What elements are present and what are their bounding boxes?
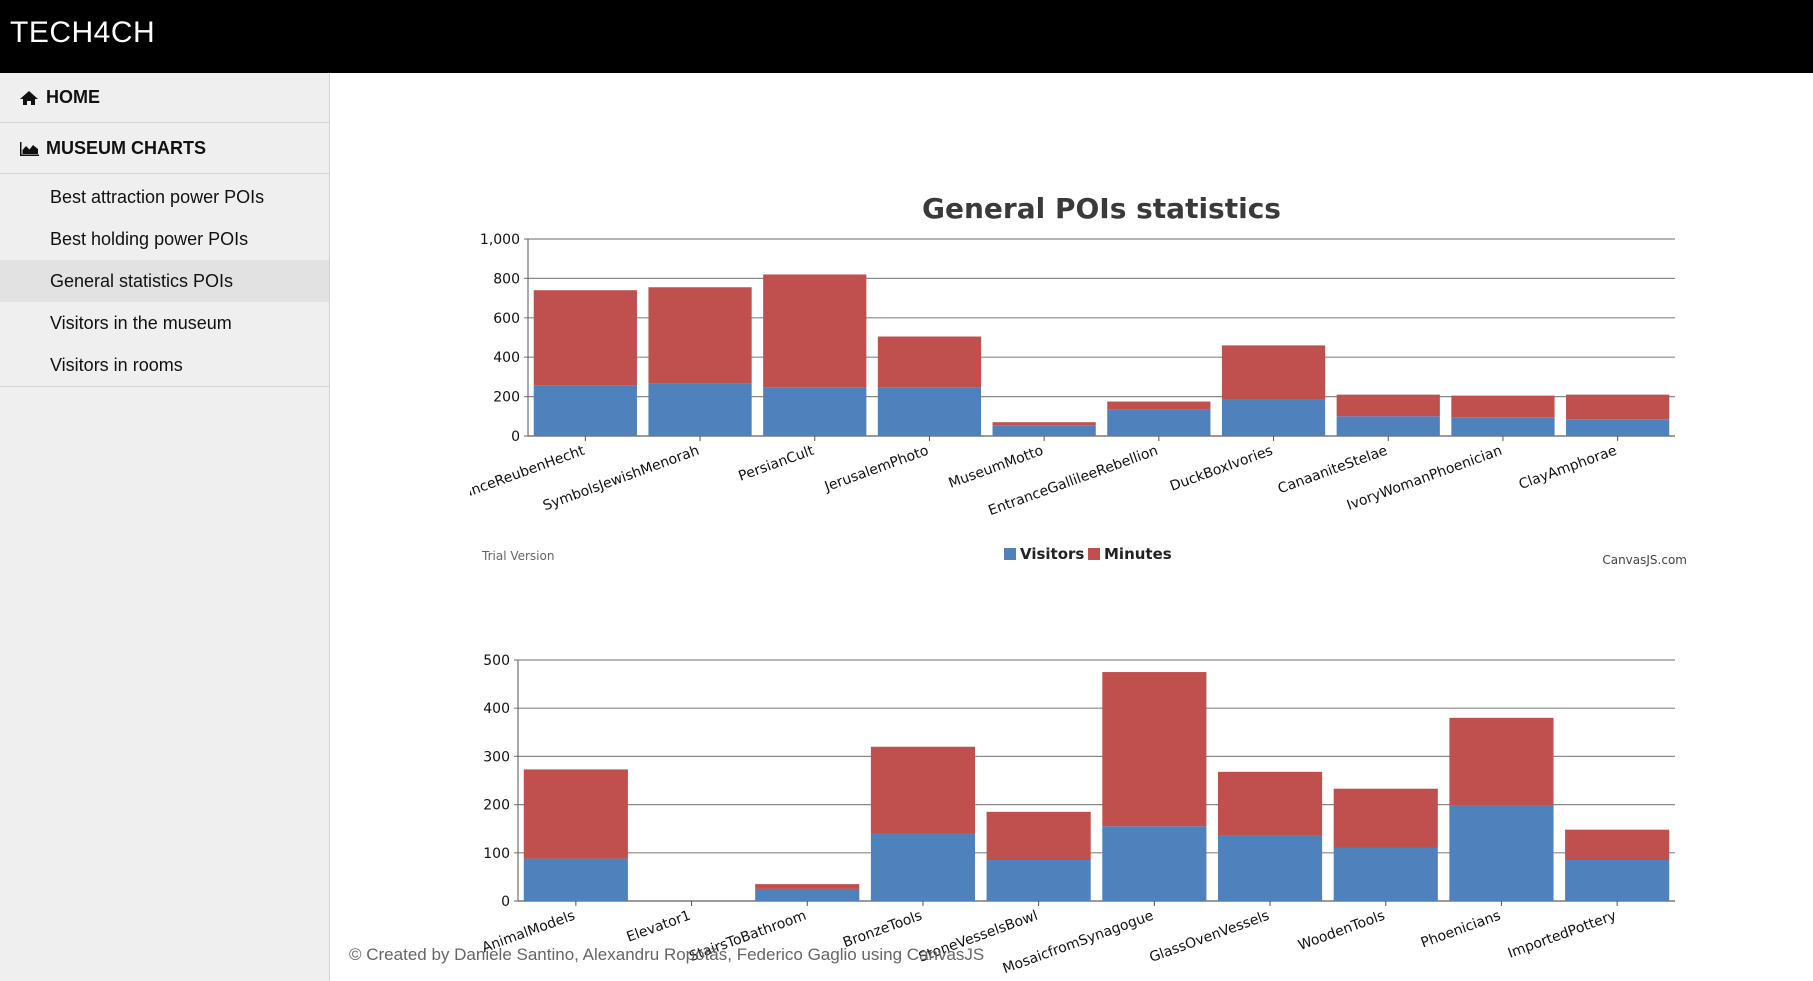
bar-visitors — [1107, 409, 1211, 436]
footer-credit: © Created by Daniele Santino, Alexandru … — [349, 945, 985, 964]
bar-minutes — [877, 336, 982, 388]
x-tick-label: WoodenTools — [1296, 908, 1387, 954]
bar-visitors — [992, 425, 1096, 436]
bar-minutes — [1565, 829, 1670, 861]
legend-label: Minutes — [1104, 545, 1172, 563]
y-tick-label: 600 — [493, 311, 520, 327]
sidebar-item-best-attraction[interactable]: Best attraction power POIs — [0, 176, 329, 218]
x-tick-label: GlassOvenVessels — [1147, 908, 1271, 966]
legend-swatch — [1004, 548, 1017, 560]
bar-visitors — [1566, 419, 1670, 436]
x-tick-label: ImportedPottery — [1506, 908, 1619, 962]
sidebar-item-label: HOME — [46, 87, 100, 107]
sidebar: HOME MUSEUM CHARTS Best attraction power… — [0, 73, 330, 981]
bar-minutes — [648, 287, 752, 384]
bar-minutes — [1102, 672, 1207, 827]
bar-visitors — [1217, 835, 1323, 901]
bar-visitors — [1333, 847, 1438, 901]
x-tick-label: Elevator1 — [625, 908, 693, 946]
sidebar-item-label: MUSEUM CHARTS — [46, 138, 206, 158]
bar-visitors — [1102, 826, 1207, 901]
x-tick-label: DuckBoxIvories — [1168, 443, 1275, 495]
bar-minutes — [763, 274, 867, 388]
bar-minutes — [1107, 401, 1211, 410]
sidebar-item-label: Visitors in rooms — [50, 355, 183, 375]
legend-swatch — [1088, 548, 1101, 560]
bar-minutes — [533, 290, 637, 386]
sidebar-item-label: General statistics POIs — [50, 271, 234, 291]
sidebar-item-best-holding[interactable]: Best holding power POIs — [0, 218, 329, 260]
bar-minutes — [755, 884, 860, 889]
x-tick-label: PersianCult — [736, 443, 816, 485]
trial-version-label: Trial Version — [481, 549, 554, 563]
y-tick-label: 1,000 — [480, 232, 520, 248]
bar-minutes — [1221, 345, 1326, 400]
y-tick-label: 800 — [493, 271, 520, 287]
bar-minutes — [870, 746, 976, 834]
bar-visitors — [1336, 416, 1440, 436]
sidebar-item-home[interactable]: HOME — [0, 73, 329, 123]
area-chart-icon — [20, 142, 39, 156]
x-tick-label: MuseumMotto — [946, 443, 1045, 492]
y-tick-label: 0 — [501, 894, 510, 910]
sidebar-item-visitors-rooms[interactable]: Visitors in rooms — [0, 344, 329, 386]
bar-visitors — [648, 383, 752, 436]
y-tick-label: 300 — [483, 749, 510, 765]
bar-minutes — [1451, 395, 1555, 418]
top-navbar: TECH4CH — [0, 0, 1813, 73]
bar-visitors — [1451, 417, 1555, 436]
bar-visitors — [1449, 805, 1554, 901]
bar-visitors — [763, 387, 867, 436]
bar-visitors — [870, 833, 976, 901]
y-tick-label: 200 — [483, 798, 510, 814]
y-tick-label: 0 — [511, 429, 520, 445]
bar-minutes — [1449, 717, 1554, 806]
general-pois-chart[interactable]: General POIs statistics 0 200 400 600 800 1,00… — [470, 180, 1700, 580]
home-icon — [20, 91, 38, 105]
chart-title: General POIs statistics — [922, 192, 1281, 225]
bar-visitors — [1565, 860, 1670, 901]
sidebar-item-label: Visitors in the museum — [50, 313, 232, 333]
bar-minutes — [523, 769, 628, 859]
bar-minutes — [992, 422, 1096, 426]
y-tick-label: 500 — [483, 653, 510, 669]
y-tick-label: 200 — [493, 390, 520, 406]
bar-minutes — [986, 811, 1091, 861]
bar-visitors — [533, 385, 637, 436]
x-tick-label: Phoenicians — [1419, 908, 1503, 952]
sidebar-item-museum-charts[interactable]: MUSEUM CHARTS — [0, 124, 329, 174]
brand-title[interactable]: TECH4CH — [10, 16, 156, 49]
bar-minutes — [1217, 771, 1323, 836]
bar-minutes — [1336, 394, 1440, 417]
sidebar-divider — [0, 386, 329, 387]
bar-visitors — [1221, 399, 1326, 436]
x-tick-label: ClayAmphorae — [1517, 443, 1619, 493]
y-tick-label: 400 — [493, 350, 520, 366]
y-tick-label: 400 — [483, 701, 510, 717]
legend-label: Visitors — [1020, 545, 1084, 563]
sidebar-item-visitors-museum[interactable]: Visitors in the museum — [0, 302, 329, 344]
sidebar-item-label: Best attraction power POIs — [50, 187, 265, 207]
x-tick-label: JerusalemPhoto — [822, 443, 931, 496]
bar-minutes — [1333, 788, 1438, 848]
bar-minutes — [1566, 394, 1670, 420]
sidebar-item-general-statistics[interactable]: General statistics POIs — [0, 260, 329, 302]
bar-visitors — [986, 860, 1091, 901]
bar-visitors — [523, 858, 628, 901]
canvasjs-credit: CanvasJS.com — [1602, 553, 1687, 567]
bar-visitors — [755, 888, 860, 901]
bar-visitors — [877, 387, 982, 436]
sidebar-item-label: Best holding power POIs — [50, 229, 249, 249]
y-tick-label: 100 — [483, 846, 510, 862]
